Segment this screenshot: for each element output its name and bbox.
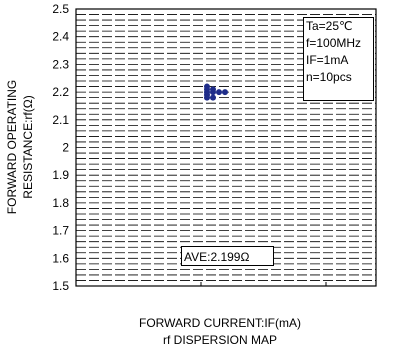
- y-tick-label: 2.1: [52, 113, 69, 127]
- y-tick-label: 1.5: [52, 279, 69, 293]
- conditions-legend: Ta=25℃ f=100MHz IF=1mA n=10pcs: [303, 17, 374, 101]
- average-label: AVE:2.199Ω: [181, 246, 274, 266]
- chart-title: rf DISPERSION MAP: [162, 333, 278, 347]
- y-tick-label: 2.4: [52, 30, 69, 44]
- y-axis-label-line1: FORWARD OPERATING: [5, 80, 19, 214]
- plot-frame: [75, 8, 377, 287]
- data-point: [216, 89, 222, 96]
- y-tick-label: 2.3: [52, 57, 69, 71]
- data-points: [204, 83, 228, 101]
- y-tick-label: 1.8: [52, 196, 69, 210]
- x-axis-label: FORWARD CURRENT:IF(mA): [139, 316, 301, 330]
- y-tick-label: 1.9: [52, 168, 69, 182]
- condition-sample-count: n=10pcs: [306, 70, 352, 84]
- y-tick-label: 2.2: [52, 85, 69, 99]
- y-ticks: 2.5 2.4 2.3 2.2 2.1 2 1.9 1.8 1.7 1.6 1.5: [52, 2, 69, 293]
- y-axis-label: FORWARD OPERATING RESISTANCE:rf(Ω): [5, 80, 35, 214]
- condition-temperature: Ta=25℃: [306, 19, 353, 33]
- condition-frequency: f=100MHz: [306, 36, 362, 50]
- y-tick-label: 1.7: [52, 224, 69, 238]
- y-axis-label-line2: RESISTANCE:rf(Ω): [21, 95, 35, 198]
- y-tick-label: 2: [62, 141, 69, 155]
- data-point: [222, 89, 228, 96]
- y-tick-label: 2.5: [52, 2, 69, 16]
- y-tick-label: 1.6: [52, 251, 69, 265]
- average-value: AVE:2.199Ω: [184, 250, 250, 264]
- condition-current: IF=1mA: [306, 53, 349, 67]
- data-point: [204, 94, 210, 101]
- data-point: [210, 89, 216, 96]
- data-point: [210, 94, 216, 101]
